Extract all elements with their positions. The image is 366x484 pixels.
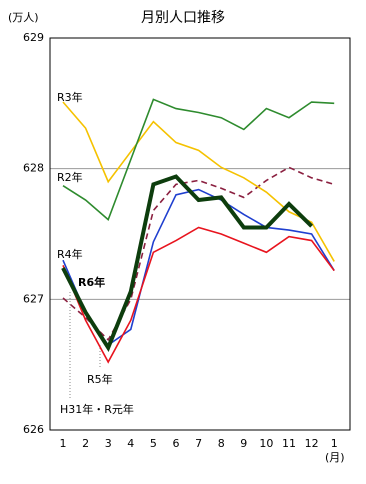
y-tick-label: 626 [23,423,44,436]
y-tick-label: 627 [23,292,44,305]
x-tick-label: 1 [60,437,67,450]
series-line [62,226,335,364]
x-tick-label: 8 [218,437,225,450]
chart-title: 月別人口推移 [141,10,225,26]
y-axis-label: (万人) [8,11,39,24]
legend-label: R3年 [57,90,83,104]
x-tick-label: 3 [105,437,112,450]
legend-label: R2年 [57,170,83,184]
legend-label: H31年・R元年 [60,402,134,416]
x-axis-label: (月) [325,451,345,464]
x-tick-label: 5 [150,437,157,450]
x-tick-label: 11 [282,437,296,450]
x-tick-label: 10 [259,437,273,450]
y-tick-label: 628 [23,162,44,175]
legend-label: R4年 [57,247,83,261]
x-tick-label: 1 [331,437,338,450]
series-line [61,174,314,353]
series-line [62,98,335,221]
series-line [62,166,335,342]
series-line [62,101,335,262]
x-tick-label: 12 [305,437,319,450]
y-tick-label: 629 [23,31,44,44]
legend-label: R6年 [78,275,105,289]
x-tick-label: 2 [82,437,89,450]
x-tick-label: 7 [195,437,202,450]
series-line [62,188,335,347]
legend-label: R5年 [87,372,113,386]
plot-frame [49,37,351,431]
x-tick-label: 9 [240,437,247,450]
x-tick-label: 6 [173,437,180,450]
x-tick-label: 4 [127,437,134,450]
